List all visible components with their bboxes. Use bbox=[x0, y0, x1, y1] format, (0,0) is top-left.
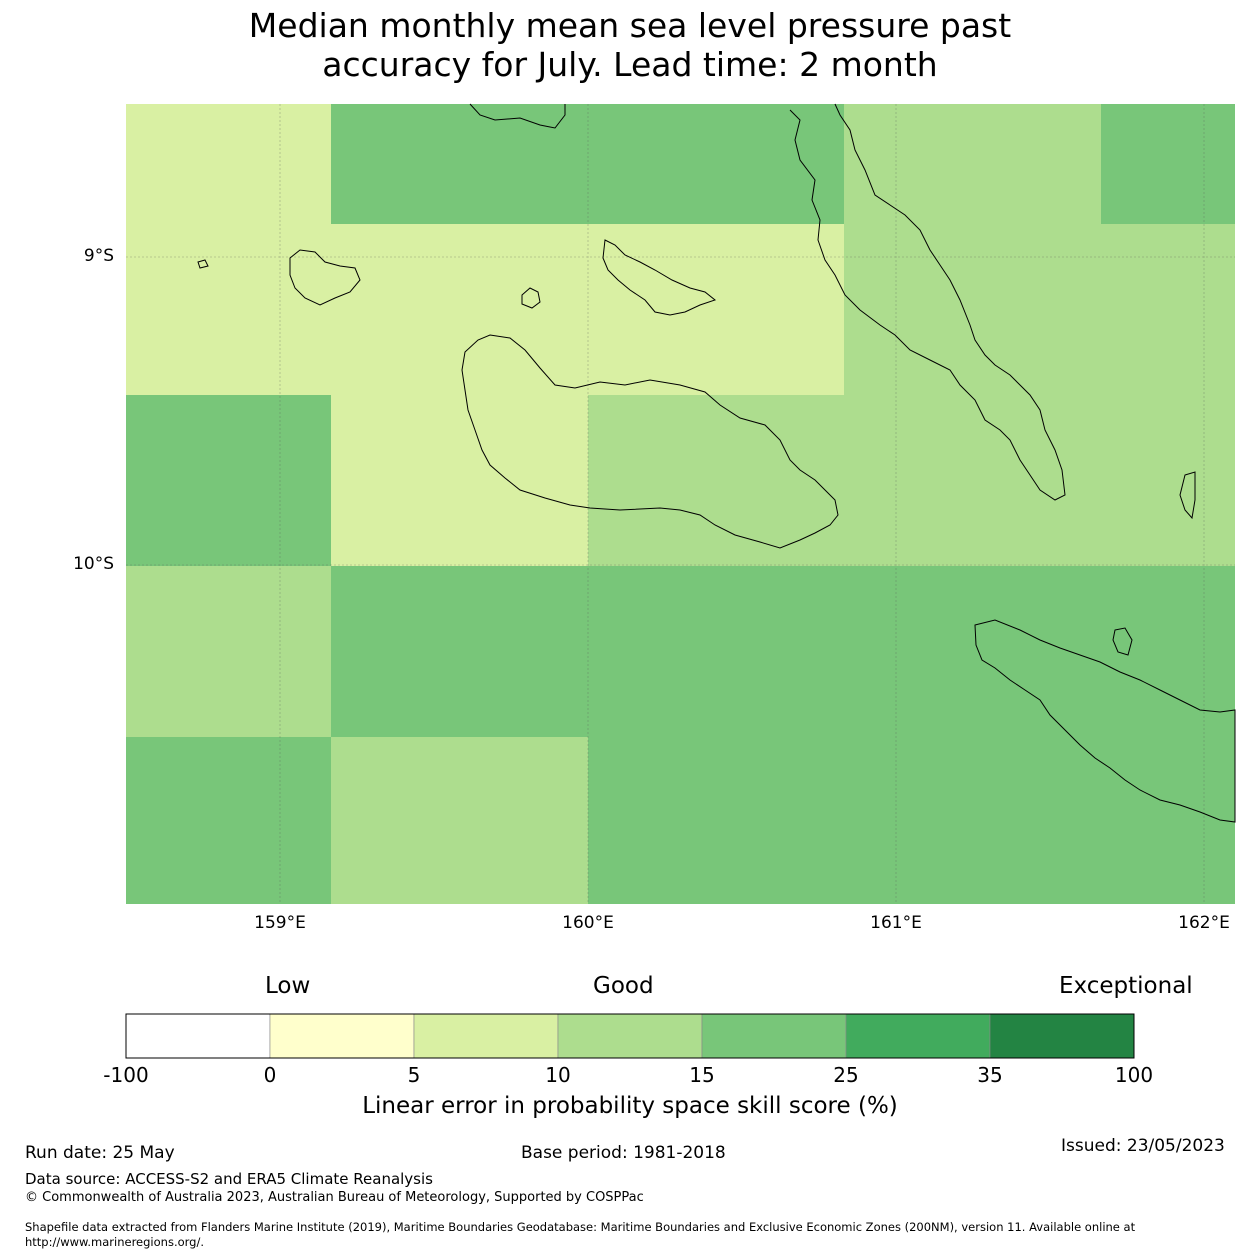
grid-cell bbox=[126, 224, 844, 395]
grid-cell bbox=[331, 737, 588, 904]
title-line-2: accuracy for July. Lead time: 2 month bbox=[322, 45, 938, 84]
shapefile-credit-line-1: Shapefile data extracted from Flanders M… bbox=[25, 1220, 1136, 1234]
colorbar-tick: 0 bbox=[263, 1063, 277, 1087]
data-source: Data source: ACCESS-S2 and ERA5 Climate … bbox=[25, 1170, 433, 1188]
small-island bbox=[1179, 471, 1196, 520]
colorbar-tick: 5 bbox=[407, 1063, 421, 1087]
small-island bbox=[469, 103, 566, 129]
grid-cell bbox=[844, 224, 1235, 395]
issued-date: Issued: 23/05/2023 bbox=[1061, 1136, 1225, 1156]
legend-category-exceptional: Exceptional bbox=[1059, 973, 1193, 999]
grid-cell bbox=[126, 737, 331, 904]
savo-island-coast bbox=[521, 287, 541, 309]
legend-category-low: Low bbox=[265, 973, 311, 999]
colorbar-swatch bbox=[413, 1013, 559, 1059]
skill-grid bbox=[126, 104, 1235, 904]
lat-label-10s: 10°S bbox=[73, 554, 114, 574]
lon-label-162e: 162°E bbox=[1178, 913, 1230, 933]
russell-islands-coast bbox=[289, 249, 361, 306]
colorbar-swatch bbox=[269, 1013, 415, 1059]
colorbar-swatch bbox=[989, 1013, 1135, 1059]
grid-cell bbox=[126, 395, 331, 566]
lon-label-160e: 160°E bbox=[562, 913, 614, 933]
colorbar-tick: 25 bbox=[833, 1063, 859, 1087]
colorbar-swatch bbox=[845, 1013, 991, 1059]
grid-cell bbox=[331, 395, 588, 566]
guadalcanal-coast bbox=[461, 334, 839, 549]
lat-label-9s: 9°S bbox=[83, 246, 114, 266]
copyright: © Commonwealth of Australia 2023, Austra… bbox=[25, 1190, 644, 1205]
lon-label-159e: 159°E bbox=[254, 913, 306, 933]
small-island bbox=[197, 259, 209, 269]
shapefile-credit-line-2: http://www.marineregions.org/. bbox=[25, 1235, 204, 1249]
grid-cell bbox=[844, 104, 1101, 224]
small-island bbox=[1112, 627, 1133, 656]
graticule bbox=[126, 104, 1235, 904]
colorbar-tick: -100 bbox=[103, 1063, 149, 1087]
malaita-coast bbox=[789, 103, 1066, 501]
lon-label-161e: 161°E bbox=[870, 913, 922, 933]
colorbar-title: Linear error in probability space skill … bbox=[362, 1093, 898, 1119]
colorbar-swatch bbox=[701, 1013, 847, 1059]
makira-coast bbox=[974, 619, 1236, 823]
grid-cell bbox=[126, 566, 331, 737]
colorbar-tick: 35 bbox=[977, 1063, 1003, 1087]
colorbar-swatch bbox=[557, 1013, 703, 1059]
legend-category-good: Good bbox=[593, 973, 654, 999]
colorbar-tick: 100 bbox=[1114, 1063, 1154, 1087]
run-date: Run date: 25 May bbox=[25, 1143, 175, 1163]
florida-islands-coast bbox=[602, 239, 717, 316]
chart-title: Median monthly mean sea level pressure p… bbox=[0, 6, 1260, 84]
title-line-1: Median monthly mean sea level pressure p… bbox=[248, 6, 1012, 45]
grid-cell bbox=[588, 395, 1235, 566]
colorbar-frame bbox=[125, 1013, 1135, 1059]
grid-cell bbox=[1101, 104, 1235, 224]
colorbar-tick: 15 bbox=[689, 1063, 715, 1087]
grid-cell bbox=[331, 566, 1235, 737]
colorbar-swatch bbox=[125, 1013, 271, 1059]
grid-cell bbox=[126, 104, 331, 224]
coastlines bbox=[197, 103, 1236, 823]
grid-cell bbox=[588, 737, 1235, 904]
base-period: Base period: 1981-2018 bbox=[521, 1143, 726, 1163]
colorbar-tick: 10 bbox=[545, 1063, 571, 1087]
grid-cell bbox=[331, 104, 844, 224]
